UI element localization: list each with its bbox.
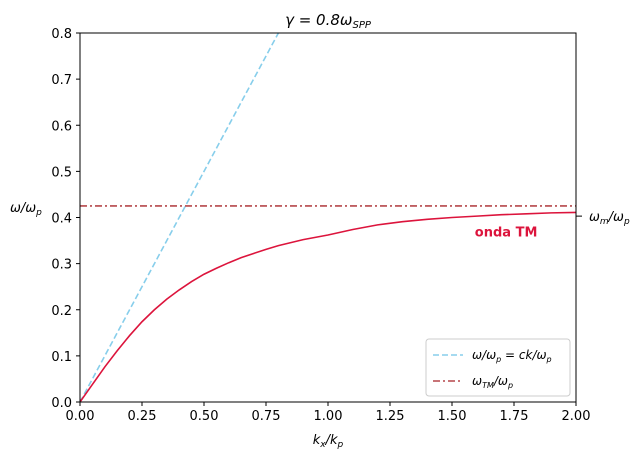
y-tick-label: 0.1 <box>51 350 72 365</box>
y-tick-label: 0.8 <box>51 27 72 42</box>
series-line-light <box>80 33 280 402</box>
x-axis-label-k: k <box>313 433 321 448</box>
right-tick-label-main: ω <box>589 210 600 225</box>
x-tick-label: 1.25 <box>376 409 405 424</box>
y-tick-label: 0.2 <box>51 304 72 319</box>
y-tick-label: 0.3 <box>51 258 72 273</box>
series-layer <box>80 33 576 402</box>
x-tick-label: 1.00 <box>314 409 343 424</box>
x-tick-label: 0.25 <box>128 409 157 424</box>
y-tick-label: 0.0 <box>51 396 72 411</box>
x-axis-label-slash: /k <box>325 433 338 448</box>
legend-tm-b-sub: p <box>507 381 513 390</box>
legend-light-b-sub: p <box>546 355 552 364</box>
x-axis-label-k-sub: x <box>319 440 326 450</box>
right-tick-label: ωm/ωp <box>589 210 630 227</box>
legend-light-a-sub: p <box>495 355 501 364</box>
legend-label-tm-line: ωTM/ωp <box>472 374 513 390</box>
x-tick-label: 0.00 <box>66 409 95 424</box>
legend-tm-a: ω <box>472 374 482 388</box>
legend-label-light: ω/ωp = ck/ωp <box>472 348 552 364</box>
x-axis-label-p-sub: p <box>337 440 344 450</box>
right-tick-label-sub1: m <box>600 217 609 227</box>
legend-tm-a-sub: TM <box>482 381 494 390</box>
x-tick-label: 1.75 <box>500 409 529 424</box>
right-tick-label-mid: /ω <box>608 210 624 225</box>
annotation-onda-tm: onda TM <box>475 225 538 240</box>
legend-light-a: ω/ω <box>472 348 496 362</box>
legend-box <box>425 338 571 397</box>
series-line-tm-wave <box>80 211 576 402</box>
ticks-layer: 0.00 0.25 0.50 0.75 1.00 1.25 1.50 1.75 2.00 0.0 0… <box>51 27 590 424</box>
y-axis-label-w: ω/ω <box>10 201 36 216</box>
right-tick-label-sub2: p <box>623 217 630 227</box>
legend-tm-b: /ω <box>493 374 508 388</box>
x-axis-label: kx/kp <box>313 433 344 450</box>
x-tick-label: 1.50 <box>438 409 467 424</box>
legend-light-b: = ck/ω <box>501 348 546 362</box>
y-axis-label-sub: p <box>35 208 42 218</box>
x-tick-label: 0.50 <box>190 409 219 424</box>
x-tick-label: 0.75 <box>252 409 281 424</box>
x-tick-label: 2.00 <box>562 409 591 424</box>
y-tick-label: 0.7 <box>51 73 72 88</box>
y-axis-label: ω/ωp <box>10 201 42 218</box>
legend: ω/ωp = ck/ωp ωTM/ωp <box>425 338 571 397</box>
chart-title: γ = 0.8ωSPP <box>285 11 372 31</box>
chart-title-main: γ = 0.8ω <box>285 11 352 29</box>
y-tick-label: 0.5 <box>51 165 72 180</box>
y-tick-label: 0.6 <box>51 119 72 134</box>
y-tick-label: 0.4 <box>51 212 72 227</box>
chart-title-sub: SPP <box>352 20 371 31</box>
